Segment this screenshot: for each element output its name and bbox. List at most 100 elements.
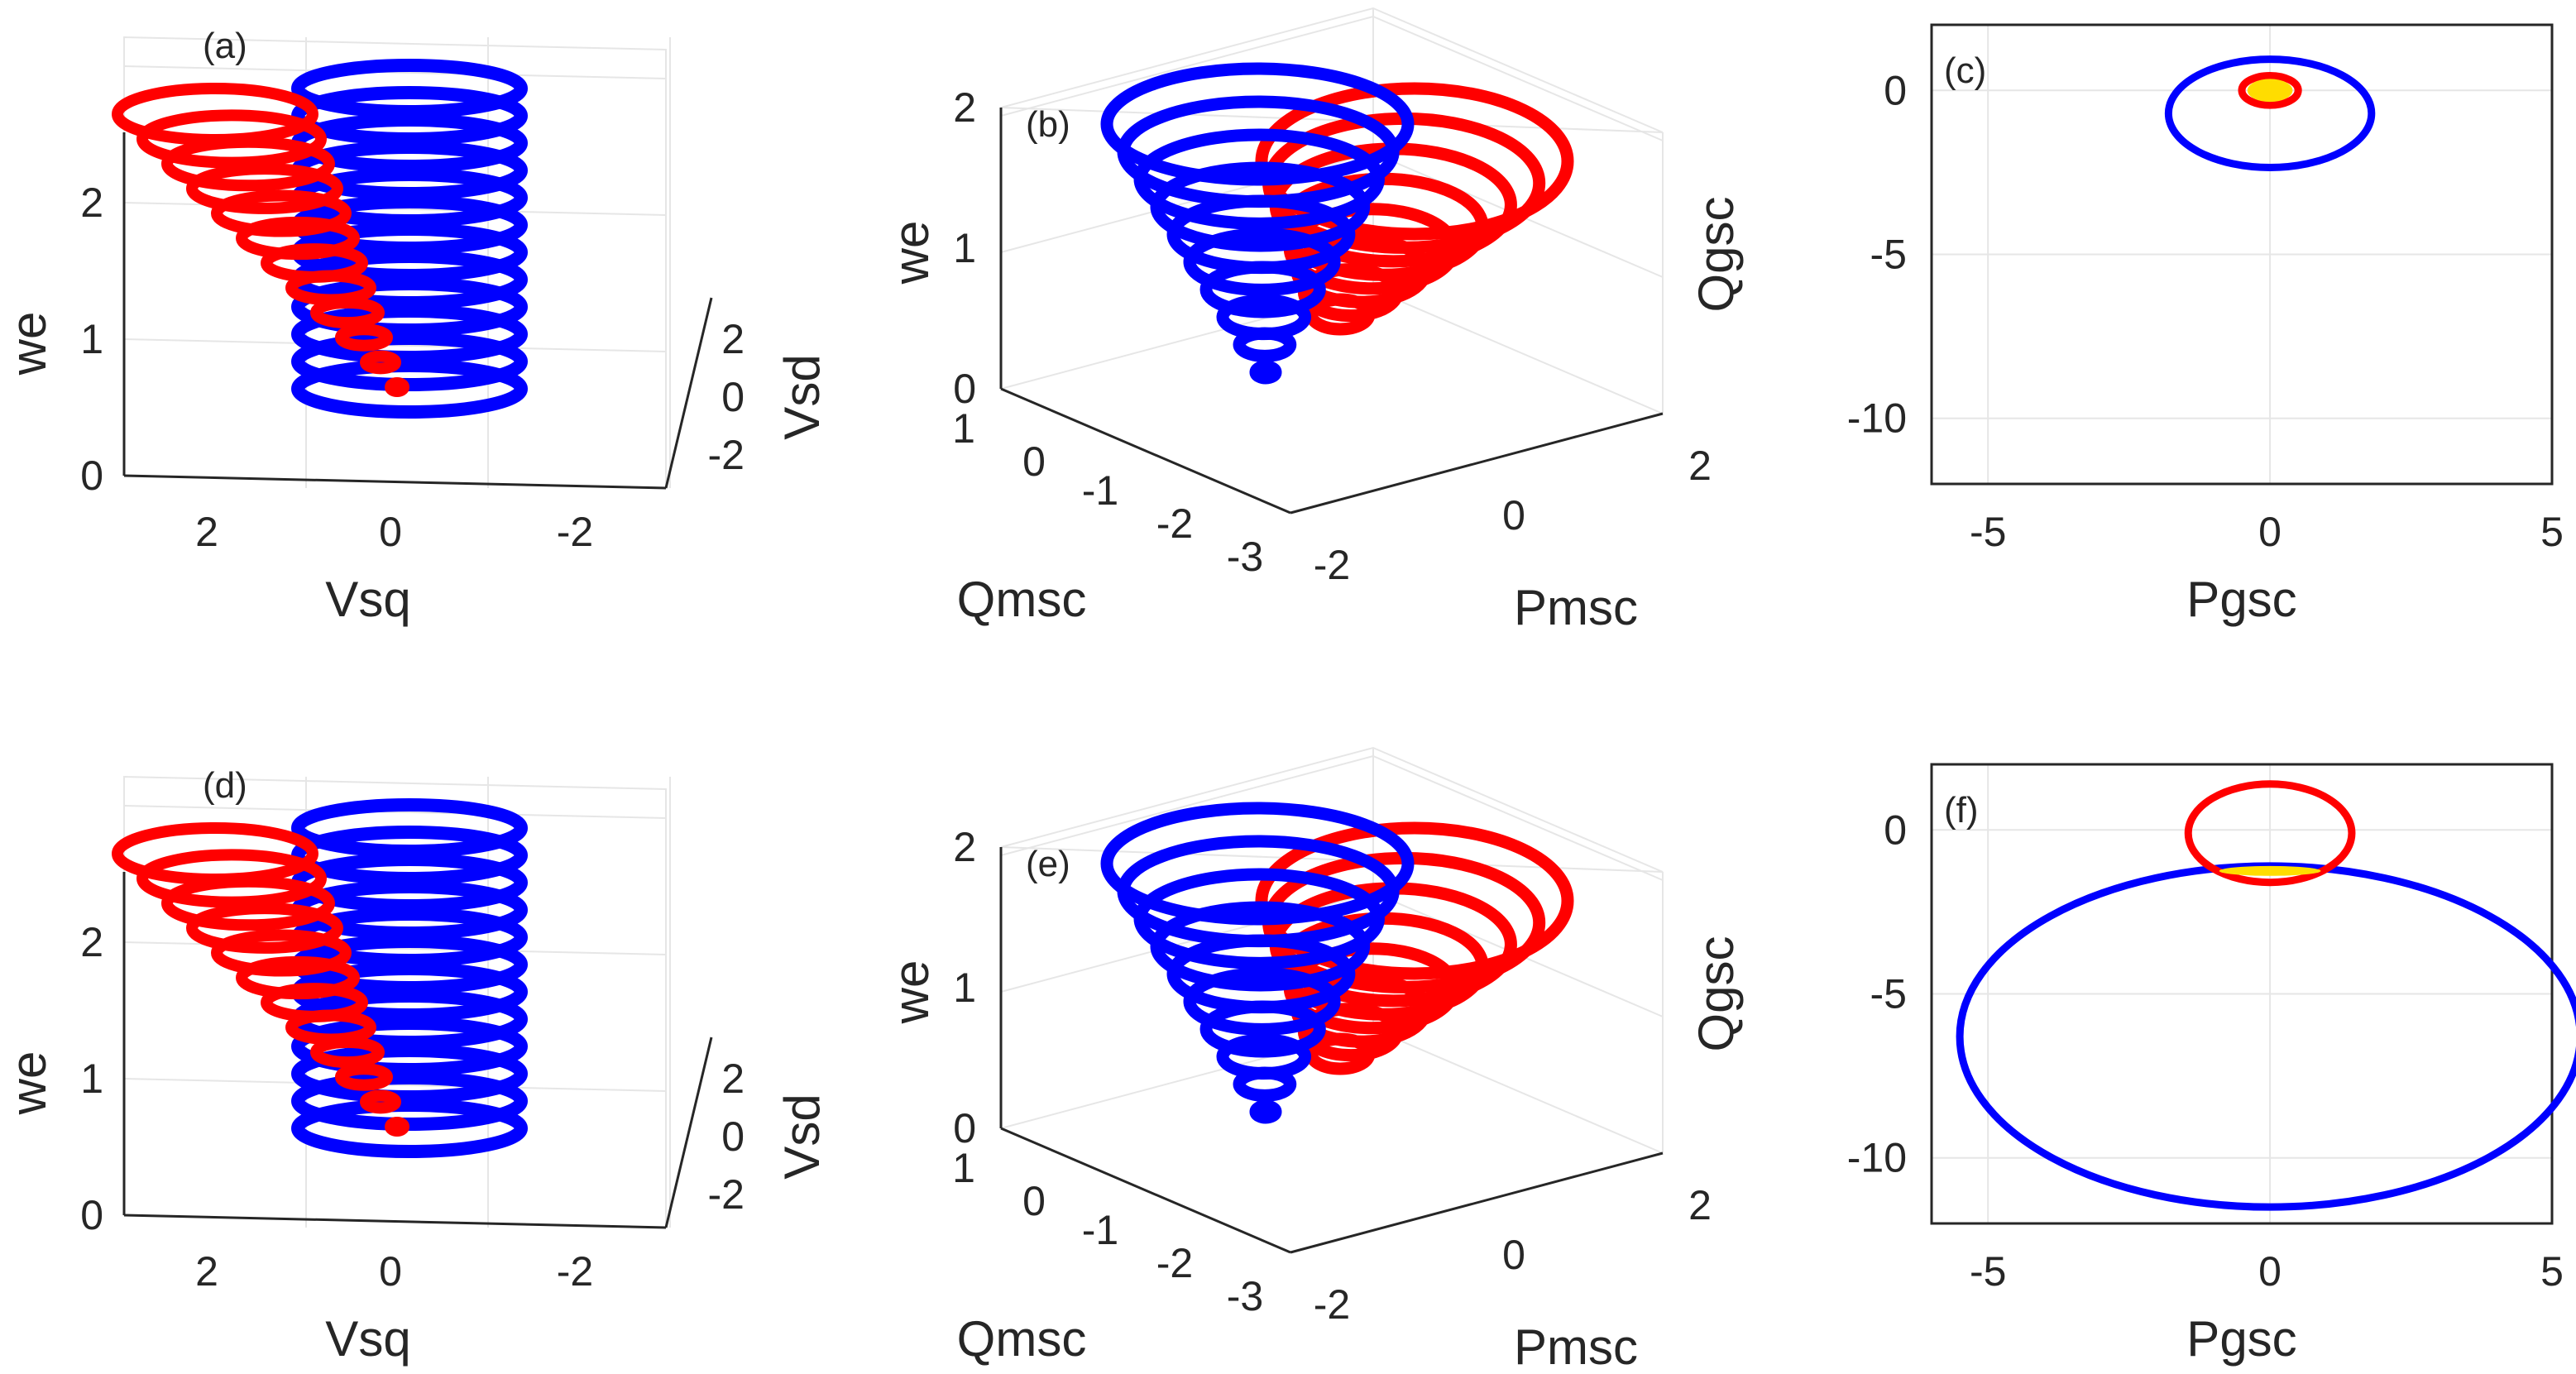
x-tick-label: 0	[2258, 509, 2282, 555]
blue-spiral-turn	[291, 798, 528, 858]
y-axis-label: Qgsc	[1688, 196, 1744, 312]
yellow-trajectory	[2219, 865, 2321, 876]
y-tick-label: 0	[1022, 438, 1046, 485]
x-tick-label: -2	[1314, 1281, 1350, 1328]
blue-spiral-turn	[1183, 227, 1341, 296]
x-tick-label: -2	[557, 509, 593, 555]
x-axis-label: Pgsc	[2186, 572, 2296, 627]
red-spiral-turn	[1305, 293, 1376, 336]
x-tick-label: 0	[2258, 1248, 2282, 1295]
blue-spiral-turn	[1183, 967, 1341, 1036]
y-axis-label: Vsd	[774, 354, 830, 439]
x-tick-label: -5	[1970, 1248, 2006, 1295]
y-tick-label: 0	[1884, 807, 1907, 853]
x-tick-label: -2	[1314, 542, 1350, 588]
x-tick-label: -5	[1970, 509, 2006, 555]
blue-spiral-turn	[1199, 261, 1326, 318]
y-tick-label: -2	[1156, 500, 1193, 547]
x-tick-label: 0	[379, 1248, 402, 1295]
y-tick-label: -5	[1870, 971, 1907, 1017]
z-tick-label: 0	[80, 452, 103, 499]
blue-trajectory	[1956, 862, 2576, 1211]
blue-spiral-turn	[1249, 1099, 1282, 1124]
blue-spiral-turn	[291, 1071, 528, 1131]
red-spiral-turn	[385, 1117, 409, 1137]
grid-line	[123, 338, 667, 352]
axes-box	[1930, 23, 2554, 486]
grid-line	[123, 805, 667, 819]
y-tick-label: -2	[708, 432, 745, 478]
axes-box-top	[1000, 746, 1664, 873]
blue-spiral-turn	[291, 304, 528, 364]
blue-spiral-turn	[291, 1099, 528, 1158]
axes-box-top	[1000, 7, 1664, 133]
red-spiral-turn	[186, 163, 343, 214]
blue-spiral-turn	[1100, 62, 1415, 186]
x-tick-label: 0	[1502, 492, 1525, 539]
axes-box	[1930, 763, 2554, 1225]
red-spiral-turn	[186, 902, 343, 954]
z-tick-label: 2	[953, 84, 976, 131]
y-tick-label: -10	[1847, 1135, 1907, 1181]
red-spiral-turn	[1297, 263, 1404, 323]
x-axis-line	[1290, 1151, 1664, 1254]
blue-spiral-turn	[1150, 161, 1371, 252]
red-spiral-turn	[211, 929, 352, 977]
y-tick-label: -1	[1082, 1207, 1118, 1253]
y-tick-label: -3	[1227, 534, 1263, 580]
panel-label: (b)	[1026, 104, 1070, 145]
y-tick-label: 1	[952, 405, 975, 452]
y-tick-label: 0	[721, 1113, 745, 1160]
y-tick-label: -2	[1156, 1240, 1193, 1286]
y-axis-label: Vsd	[774, 1094, 830, 1179]
y-tick-label: 2	[721, 1056, 745, 1102]
y-axis-label: Qmsc	[957, 1311, 1087, 1367]
panel-c: -5 0 5 0 -5 -10 Pgsc Qgsc (c)	[1688, 23, 2564, 627]
y-tick-label: -10	[1847, 395, 1907, 442]
panel-label: (a)	[203, 26, 247, 66]
panel-label: (e)	[1026, 844, 1070, 884]
z-tick-label: 2	[80, 180, 103, 226]
z-tick-label: 0	[80, 1192, 103, 1238]
panel-label: (c)	[1944, 50, 1986, 91]
blue-spiral-turn	[291, 1017, 528, 1076]
blue-trajectory	[2164, 55, 2376, 171]
red-spiral-turn	[1255, 821, 1574, 980]
y-tick-label: -1	[1082, 467, 1118, 514]
blue-spiral-turn	[1150, 901, 1371, 992]
red-trajectory	[2184, 780, 2356, 887]
z-tick-label: 2	[953, 824, 976, 870]
x-tick-label: 0	[1502, 1232, 1525, 1278]
red-spiral-turn	[211, 189, 352, 237]
y-axis-line	[664, 297, 713, 489]
x-tick-label: 0	[379, 509, 402, 555]
x-axis-line	[1290, 412, 1664, 515]
grid-line	[1372, 1028, 1664, 1154]
blue-spiral-turn	[291, 277, 528, 337]
red-spiral-turn	[1255, 82, 1574, 241]
x-axis-label: Pmsc	[1514, 1319, 1638, 1374]
blue-spiral-turn	[1233, 327, 1297, 362]
x-tick-label: -2	[557, 1248, 593, 1295]
z-tick-label: 0	[953, 1105, 976, 1151]
y-axis-line	[1000, 387, 1291, 515]
z-tick-label: 2	[80, 919, 103, 965]
panel-a: 2 1 0 2 0 -2 2 0 -2 Vsq Vsd we (a)	[1, 26, 830, 627]
z-axis-label: we	[1, 1051, 56, 1116]
x-axis-label: Pmsc	[1514, 580, 1638, 635]
red-spiral-turn	[310, 296, 385, 329]
blue-spiral-turn	[291, 59, 528, 118]
z-tick-label: 1	[80, 1056, 103, 1102]
blue-spiral-turn	[1133, 128, 1385, 230]
grid-line	[1000, 16, 1374, 117]
grid-line	[1372, 755, 1664, 881]
y-axis-label: Qmsc	[957, 572, 1087, 627]
red-trajectory	[2238, 71, 2302, 109]
x-tick-label: 5	[2540, 509, 2564, 555]
x-axis-label: Vsq	[325, 572, 410, 627]
y-tick-label: 0	[1884, 67, 1907, 113]
red-spiral-turn	[136, 849, 327, 908]
x-tick-label: 2	[1688, 1182, 1712, 1228]
